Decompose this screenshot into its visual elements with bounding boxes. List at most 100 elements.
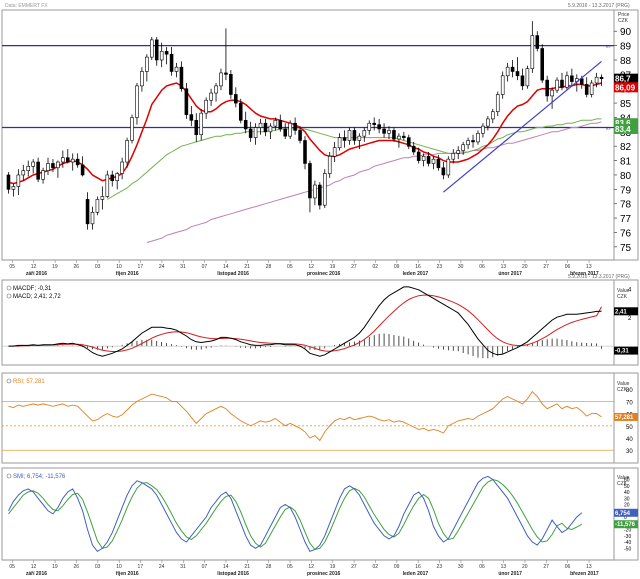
value-tag-text: 83,4: [615, 125, 631, 134]
hline-label: 89: [606, 44, 611, 49]
candle-body: [31, 161, 35, 167]
x-month-label: březen 2017: [570, 271, 599, 277]
x-month-label: únor 2017: [498, 571, 522, 577]
value-tag-text: -11,576: [615, 522, 636, 528]
candle-body: [486, 118, 490, 127]
rsi-panel-frame: [1, 372, 615, 464]
rsi-tick-label: 80: [626, 388, 633, 394]
x-tick-label: 03: [95, 264, 101, 270]
x-tick-label: 27: [351, 564, 357, 570]
x-month-label: září 2016: [26, 571, 47, 577]
candle-body: [154, 39, 159, 61]
candle-body: [145, 56, 149, 72]
sma-slow-line: [146, 121, 602, 243]
price-tick-label: 88: [620, 56, 632, 67]
candle-body: [510, 66, 515, 72]
x-month-label: leden 2017: [403, 571, 429, 577]
x-tick-label: 31: [180, 564, 186, 570]
rsi-tick-label: 30: [626, 449, 633, 455]
candle-body: [308, 163, 312, 199]
candle-body: [164, 51, 169, 55]
candle-body: [327, 155, 332, 174]
smi-signal-line: [8, 478, 583, 551]
x-tick-label: 23: [437, 264, 443, 270]
candle-body: [194, 120, 199, 136]
price-tick-label: 81: [620, 157, 632, 168]
candle-body: [229, 74, 233, 95]
value-tag: [614, 123, 638, 134]
value-tag: [614, 520, 638, 529]
price-axis: PriceCZK75767778798081828384858687888990…: [614, 12, 638, 254]
macd-signal-line: [8, 294, 602, 352]
value-tag-text: 86,09: [615, 83, 636, 92]
candle-body: [421, 155, 426, 161]
price-tick-label: 77: [620, 214, 632, 225]
candle-body: [80, 164, 85, 176]
price-axis-title: Price: [618, 12, 630, 18]
candle-body: [238, 102, 243, 121]
candle-body: [476, 132, 480, 143]
x-tick-label: 27: [351, 264, 357, 270]
price-tick-label: 78: [620, 200, 632, 211]
x-tick-label: 17: [138, 564, 144, 570]
smi-tick-label: 60: [624, 478, 630, 484]
smi-panel-frame: [1, 467, 615, 561]
candle-body: [495, 94, 500, 113]
x-tick-label: 27: [543, 564, 549, 570]
candle-body: [560, 79, 564, 88]
x-tick-label: 03: [95, 564, 101, 570]
candle-body: [397, 135, 401, 140]
x-tick-label: 02: [372, 264, 378, 270]
candle-body: [481, 125, 485, 134]
x-tick-label: 14: [223, 264, 229, 270]
candle-body: [214, 85, 218, 94]
x-month-label: listopad 2016: [217, 271, 249, 277]
x-tick-label: 13: [501, 264, 507, 270]
x-tick-label: 19: [52, 564, 58, 570]
candle-body: [525, 68, 530, 87]
value-tag: [614, 307, 638, 316]
candle-body: [56, 161, 60, 169]
candle-body: [322, 173, 327, 206]
candle-body: [140, 71, 144, 87]
candle-body: [431, 158, 436, 164]
candle-body: [545, 79, 549, 97]
x-month-label: prosinec 2016: [307, 571, 341, 577]
candle-body: [85, 199, 90, 225]
candle-body: [599, 76, 604, 79]
candle-body: [268, 125, 273, 133]
candle-body: [219, 72, 223, 87]
x-tick-label: 21: [244, 264, 250, 270]
candle-body: [530, 35, 535, 69]
macd-legend-text: MACD; 2,41; 2,72: [13, 294, 61, 300]
x-tick-label: 26: [73, 264, 79, 270]
macd-axis-title: Value: [617, 288, 630, 294]
x-tick-label: 20: [522, 264, 528, 270]
x-tick-label: 16: [415, 564, 421, 570]
candle-body: [466, 140, 470, 146]
candle-body: [174, 66, 179, 72]
candle-body: [278, 120, 283, 130]
candle-body: [337, 137, 342, 148]
candle-body: [426, 155, 431, 164]
x-tick-label: 14: [223, 564, 229, 570]
smi-tick-label: 30: [624, 496, 630, 502]
candle-body: [594, 76, 599, 84]
candle-body: [565, 75, 569, 88]
smi-tick-label: -20: [624, 528, 631, 534]
smi-axis-title: Value: [617, 475, 630, 481]
candle-body: [362, 130, 367, 137]
macd-tick-label: 4: [628, 287, 632, 293]
candle-body: [570, 75, 574, 82]
candle-body: [36, 161, 40, 180]
legend-marker: [6, 473, 12, 479]
candle-body: [283, 128, 288, 137]
value-tag: [614, 118, 638, 129]
price-tick-label: 80: [620, 171, 632, 182]
x-tick-label: 21: [244, 564, 250, 570]
candle-body: [367, 122, 372, 131]
x-tick-label: 09: [394, 264, 400, 270]
candle-body: [441, 167, 446, 176]
x-tick-label: 06: [565, 264, 571, 270]
